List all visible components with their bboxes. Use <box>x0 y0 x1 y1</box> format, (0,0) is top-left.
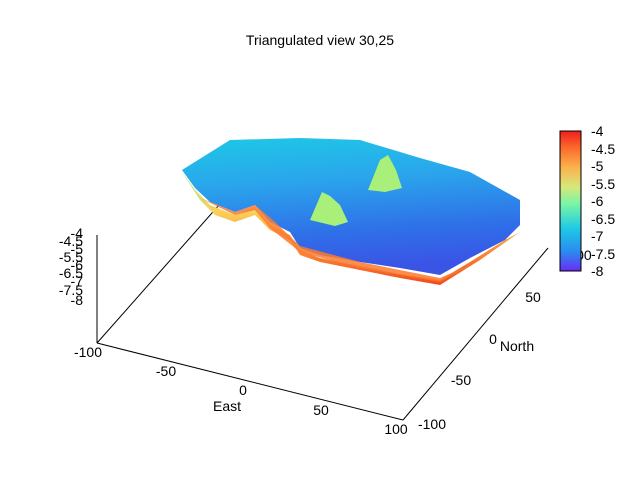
y-tick-label: 50 <box>525 289 541 305</box>
x-tick-label: 50 <box>313 402 329 418</box>
colorbar-tick-label: -4 <box>591 123 604 139</box>
z-axis-ticks: -4 -4.5 -5 -5.5 -6 -6.5 -7 -7.5 -8 <box>59 225 83 308</box>
z-tick-label: -7.5 <box>59 282 83 298</box>
y-tick-label: -50 <box>451 372 471 388</box>
z-tick-label: -4 <box>71 225 84 241</box>
y-tick-label: 0 <box>489 331 497 347</box>
z-tick-label: -6.5 <box>59 265 83 281</box>
z-tick-label: -5.5 <box>59 249 83 265</box>
z-tick-label: -8 <box>71 292 84 308</box>
chart-title: Triangulated view 30,25 <box>246 32 394 48</box>
y-tick-label: -100 <box>418 416 446 432</box>
surface-top-face <box>182 138 520 275</box>
z-tick-label: -5 <box>71 241 84 257</box>
surface-peak-center <box>310 192 348 226</box>
colorbar-tick-label: -6 <box>591 193 604 209</box>
x-axis-label: East <box>213 398 241 414</box>
colorbar-tick-label: -5.5 <box>591 176 615 192</box>
surface-peak-back <box>368 155 402 192</box>
z-tick-label: -6 <box>71 257 84 273</box>
colorbar: -4 -4.5 -5 -5.5 -6 -6.5 -7 -7.5 -8 <box>559 123 615 279</box>
colorbar-tick-label: -6.5 <box>591 211 615 227</box>
colorbar-ticks: -4 -4.5 -5 -5.5 -6 -6.5 -7 -7.5 -8 <box>591 123 615 279</box>
y-axis-label: North <box>500 338 534 354</box>
x-tick-label: -100 <box>74 344 102 360</box>
z-tick-label: -4.5 <box>59 233 83 249</box>
colorbar-tick-label: -8 <box>591 263 604 279</box>
y-axis-line <box>402 247 549 421</box>
x-tick-label: 100 <box>384 421 408 437</box>
colorbar-tick-label: -4.5 <box>591 141 615 157</box>
colorbar-tick-label: -7 <box>591 228 604 244</box>
surface <box>182 138 520 285</box>
surface-front-band <box>200 198 470 282</box>
z-tick-label: -7 <box>71 273 84 289</box>
colorbar-tick-label: -7.5 <box>591 246 615 262</box>
colorbar-tick-label: -5 <box>591 158 604 174</box>
colorbar-gradient <box>559 130 582 272</box>
x-axis-ticks: -100 -50 0 50 100 <box>74 344 408 437</box>
x-axis-line <box>96 342 404 421</box>
x-tick-label: -50 <box>156 363 176 379</box>
x-tick-label: 0 <box>239 382 247 398</box>
